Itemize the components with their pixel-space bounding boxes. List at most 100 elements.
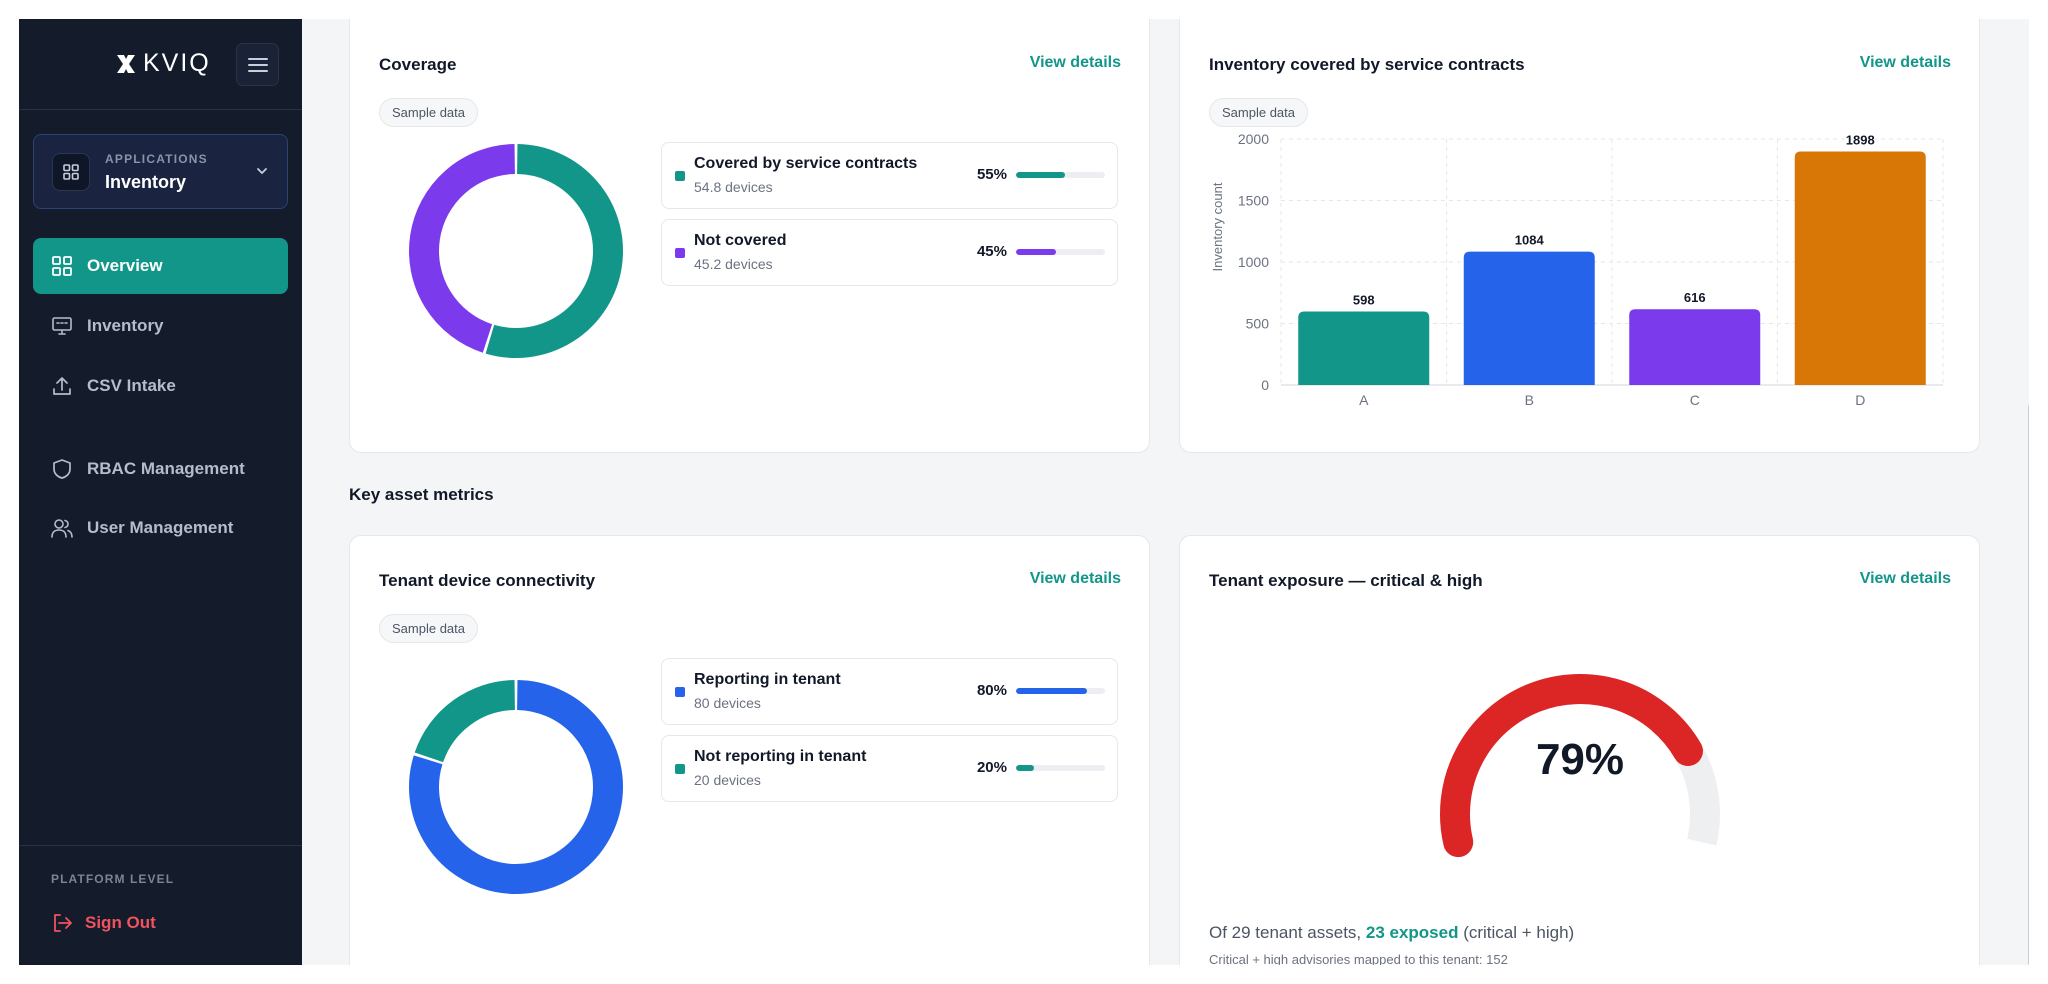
exposure-count: 23 exposed <box>1365 923 1459 942</box>
y-tick-label: 1000 <box>1238 254 1269 270</box>
exposure-summary-suffix: (critical + high) <box>1458 923 1575 942</box>
donut-segments <box>409 680 623 894</box>
grid-icon <box>52 256 72 276</box>
brand-name: KVIQ <box>143 49 211 77</box>
y-tick-label: 1500 <box>1238 193 1269 209</box>
legend-device-count: 54.8 devices <box>694 179 773 195</box>
legend-percent: 55% <box>976 166 1007 183</box>
legend-progress-bar <box>1016 765 1105 771</box>
sign-out-button[interactable]: Sign Out <box>51 912 156 934</box>
sample-data-badge: Sample data <box>379 98 478 127</box>
sidebar-item-label: RBAC Management <box>87 459 245 478</box>
donut-segment[interactable] <box>409 680 623 894</box>
donut-segment[interactable] <box>409 144 516 353</box>
app-grid-icon <box>52 153 90 191</box>
inventory-chart-view-details-link[interactable]: View details <box>1859 54 1951 71</box>
menu-toggle-button[interactable] <box>236 43 279 86</box>
y-tick-label: 0 <box>1261 377 1269 393</box>
sign-out-label: Sign Out <box>85 913 156 932</box>
legend-label: Covered by service contracts <box>694 155 918 172</box>
y-tick-label: 2000 <box>1238 131 1269 147</box>
legend-progress-fill <box>1016 172 1065 178</box>
bar-value-label: 598 <box>1353 292 1375 307</box>
inventory-chart-card: Inventory covered by service contracts V… <box>1179 19 1980 453</box>
exposure-card: Tenant exposure — critical & high View d… <box>1179 535 1980 965</box>
inventory-chart-title: Inventory covered by service contracts <box>1209 55 1525 74</box>
y-tick-label: 500 <box>1246 316 1270 332</box>
connectivity-title: Tenant device connectivity <box>379 571 596 590</box>
legend-device-count: 20 devices <box>694 772 761 788</box>
legend-progress-fill <box>1016 249 1057 255</box>
x-tick-label: C <box>1690 392 1700 408</box>
connectivity-legend-not-reporting: Not reporting in tenant 20 devices 20% <box>661 735 1118 802</box>
bar-value-label: 616 <box>1684 290 1706 305</box>
brand-logo[interactable]: KVIQ <box>115 49 211 78</box>
legend-swatch <box>675 764 685 774</box>
legend-progress-fill <box>1016 688 1088 694</box>
legend-percent: 45% <box>976 243 1007 260</box>
x-tick-label: D <box>1855 392 1865 408</box>
inventory-bar-chart: Inventory count 0 500 1000 1500 2000 598 A 1084… <box>1210 131 1944 408</box>
sample-data-badge: Sample data <box>1209 98 1308 127</box>
gauge-value-label: 79% <box>1536 735 1624 784</box>
legend-progress-fill <box>1016 765 1034 771</box>
chevron-down-icon <box>257 168 267 175</box>
sidebar-item-label: Inventory <box>87 316 164 335</box>
gauge-fill <box>1440 674 1703 858</box>
legend-progress-bar <box>1016 249 1105 255</box>
donut-segment[interactable] <box>414 680 516 763</box>
legend-swatch <box>675 248 685 258</box>
legend-percent: 20% <box>976 759 1007 776</box>
x-tick-label: B <box>1525 392 1534 408</box>
key-asset-metrics-heading: Key asset metrics <box>349 485 494 504</box>
legend-swatch <box>675 171 685 181</box>
sidebar: KVIQ APPLICATIONS Inventory Overview Inv… <box>19 19 302 965</box>
exposure-gauge: 79% <box>1440 674 1720 858</box>
bar-c[interactable] <box>1629 309 1761 385</box>
coverage-view-details-link[interactable]: View details <box>1029 54 1121 71</box>
coverage-card: Coverage View details Sample data Covere… <box>349 19 1150 453</box>
sidebar-item-csv-intake[interactable]: CSV Intake <box>33 358 288 414</box>
connectivity-view-details-link[interactable]: View details <box>1029 570 1121 587</box>
connectivity-donut-chart <box>409 680 623 894</box>
legend-label: Reporting in tenant <box>694 671 841 688</box>
sidebar-divider <box>19 845 302 846</box>
sidebar-item-user-management[interactable]: User Management <box>33 500 288 556</box>
app-frame: KVIQ APPLICATIONS Inventory Overview Inv… <box>19 19 2029 965</box>
bar-value-label: 1084 <box>1515 233 1545 248</box>
sidebar-item-label: Overview <box>87 256 163 275</box>
sidebar-item-rbac-management[interactable]: RBAC Management <box>33 441 288 497</box>
bar-a[interactable] <box>1298 311 1430 385</box>
legend-label: Not covered <box>694 232 787 249</box>
legend-device-count: 80 devices <box>694 695 761 711</box>
platform-level-label: PLATFORM LEVEL <box>51 872 175 886</box>
exposure-summary: Of 29 tenant assets, 23 exposed (critica… <box>1209 923 1574 943</box>
connectivity-card: Tenant device connectivity View details … <box>349 535 1150 965</box>
sample-data-badge: Sample data <box>379 614 478 643</box>
legend-label: Not reporting in tenant <box>694 748 867 765</box>
coverage-legend-covered: Covered by service contracts 54.8 device… <box>661 142 1118 209</box>
x-tick-label: A <box>1359 392 1369 408</box>
kviq-logo-icon <box>117 54 135 73</box>
hamburger-icon <box>247 57 268 72</box>
bar-value-label: 1898 <box>1846 133 1875 148</box>
coverage-donut-chart <box>409 144 623 358</box>
bar-d[interactable] <box>1794 151 1926 385</box>
app-switcher[interactable]: APPLICATIONS Inventory <box>33 134 288 209</box>
coverage-legend-not-covered: Not covered 45.2 devices 45% <box>661 219 1118 286</box>
coverage-title: Coverage <box>379 55 457 74</box>
legend-progress-bar <box>1016 688 1105 694</box>
legend-percent: 80% <box>976 682 1007 699</box>
sidebar-item-inventory[interactable]: Inventory <box>33 298 288 354</box>
app-switcher-caption: APPLICATIONS <box>105 152 208 166</box>
sidebar-item-overview[interactable]: Overview <box>33 238 288 294</box>
bar-b[interactable] <box>1463 251 1595 385</box>
connectivity-legend-reporting: Reporting in tenant 80 devices 80% <box>661 658 1118 725</box>
donut-segment[interactable] <box>485 144 623 358</box>
exposure-summary-prefix: Of 29 tenant assets, <box>1209 923 1366 942</box>
page-scrollbar[interactable] <box>2028 405 2029 965</box>
exposure-view-details-link[interactable]: View details <box>1859 570 1951 587</box>
upload-icon <box>53 377 71 395</box>
y-axis-label: Inventory count <box>1210 182 1225 271</box>
users-icon <box>51 519 73 538</box>
